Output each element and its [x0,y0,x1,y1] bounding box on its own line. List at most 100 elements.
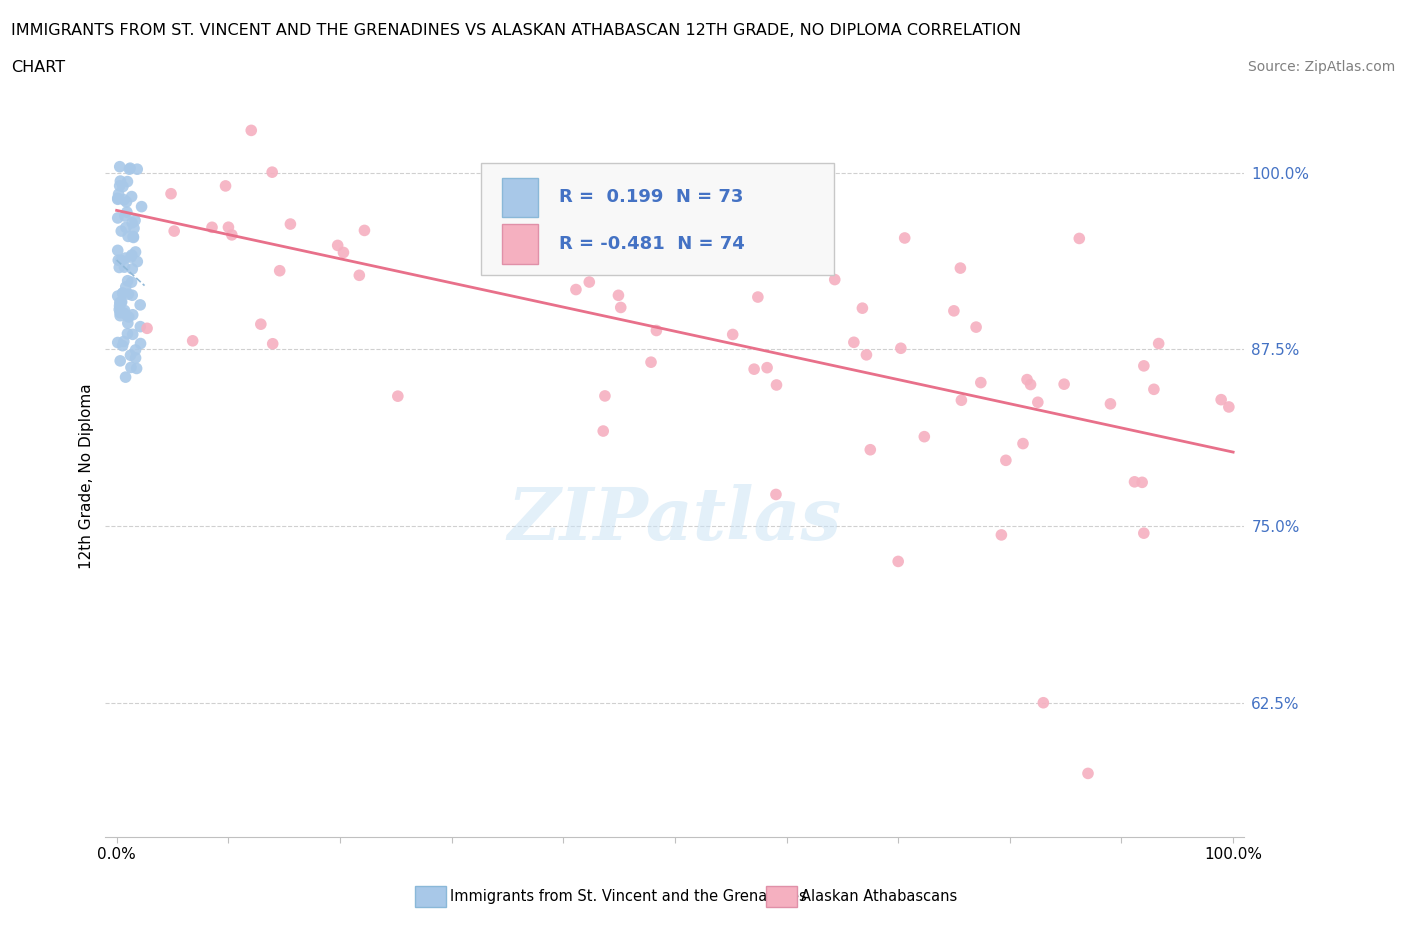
Bar [502,224,538,264]
Point [1069,231,1091,246]
Text: Alaskan Athabascans: Alaskan Athabascans [801,889,957,904]
Text: ZIPatlas: ZIPatlas [508,485,842,555]
Point [181,333,204,348]
Point [387,389,409,404]
Point [107,335,129,350]
Point [107,253,129,268]
Point [114,279,136,294]
Point [115,194,138,209]
Point [942,303,965,318]
Point [201,219,224,234]
Point [121,274,143,289]
Point [136,321,159,336]
Point [1053,377,1076,392]
Point [124,213,146,228]
Point [117,326,139,341]
Point [950,392,973,407]
Point [221,228,243,243]
Point [108,179,131,193]
Point [607,288,630,303]
Text: IMMIGRANTS FROM ST. VINCENT AND THE GRENADINES VS ALASKAN ATHABASCAN 12TH GRADE,: IMMIGRANTS FROM ST. VINCENT AND THE GREN… [11,23,1021,38]
Point [110,174,132,189]
Point [1133,358,1156,373]
Point [122,230,145,245]
Point [117,174,139,189]
Point [949,260,972,275]
Point [747,289,769,304]
Point [108,295,131,310]
Point [893,231,915,246]
Point [129,319,152,334]
Point [1143,382,1166,397]
Point [120,348,142,363]
Text: R = -0.481  N = 74: R = -0.481 N = 74 [558,235,744,253]
Point [112,259,135,274]
Point [578,274,600,289]
Point [107,243,129,258]
Point [112,193,135,207]
Point [121,307,143,322]
Point [121,189,143,204]
Point [108,299,131,313]
Point [496,230,519,245]
Point [970,375,993,390]
Text: CHART: CHART [11,60,65,74]
Point [125,361,148,376]
Text: R =  0.199  N = 73: R = 0.199 N = 73 [558,189,744,206]
Point [1133,525,1156,540]
Point [111,295,134,310]
Point [107,288,129,303]
Point [120,249,142,264]
Point [127,162,149,177]
Point [1211,392,1233,407]
Y-axis label: 12th Grade, No Diploma: 12th Grade, No Diploma [79,384,94,569]
Point [1130,475,1153,490]
Point [111,179,134,194]
Point [742,362,765,377]
Point [117,273,139,288]
Point [479,220,502,235]
Point [111,286,134,300]
Point [117,229,139,244]
Point [696,226,718,241]
Point [121,327,143,342]
Point [887,554,910,569]
Point [851,300,873,315]
Point [118,162,141,177]
Point [111,286,134,300]
Point [965,320,987,335]
Point [110,253,132,268]
Point [543,209,565,224]
Point [131,199,153,214]
Point [994,453,1017,468]
Point [269,263,291,278]
Point [240,123,263,138]
Point [108,260,131,275]
Point [120,360,142,375]
Point [912,430,935,445]
Point [121,215,143,230]
Point [1026,395,1049,410]
Point [118,310,141,325]
Point [124,351,146,365]
Point [115,205,138,219]
Point [108,305,131,320]
Point [1012,436,1035,451]
Point [654,244,676,259]
Point [111,339,134,353]
Point [108,308,131,323]
Point [107,187,129,202]
Point [129,298,152,312]
Point [114,303,136,318]
Point [129,336,152,351]
Point [585,225,607,240]
Point [124,245,146,259]
Point [1218,400,1240,415]
Point [250,317,273,332]
Point [349,268,371,283]
Point [721,327,744,342]
Point [731,245,754,259]
Point [1019,377,1042,392]
Point [110,295,132,310]
Point [1099,396,1122,411]
